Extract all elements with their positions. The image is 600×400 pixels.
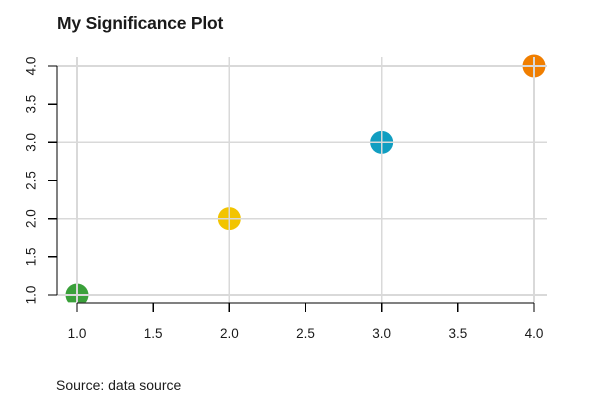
y-tick-label: 2.0	[24, 209, 39, 228]
y-tick-label: 3.0	[24, 133, 39, 152]
y-tick-label: 2.5	[24, 171, 39, 190]
grid-layer	[57, 57, 547, 303]
y-tick-label: 4.0	[24, 57, 39, 76]
x-tick-label: 3.5	[448, 326, 467, 341]
y-tick-label: 3.5	[24, 95, 39, 114]
x-tick-label: 4.0	[525, 326, 544, 341]
axes-layer	[48, 65, 535, 312]
chart-caption: Source: data source	[56, 377, 182, 393]
x-tick-label: 2.0	[220, 326, 239, 341]
x-tick-label: 2.5	[296, 326, 315, 341]
y-tick-label: 1.5	[24, 247, 39, 266]
y-tick-label: 1.0	[24, 286, 39, 305]
x-tick-label: 1.0	[68, 326, 87, 341]
x-tick-label: 1.5	[144, 326, 163, 341]
chart-title: My Significance Plot	[57, 13, 224, 33]
x-tick-label: 3.0	[372, 326, 391, 341]
data-points-layer	[65, 54, 546, 303]
tick-labels-layer: 1.0 1.5 2.0 2.5 3.0 3.5 4.0 1.0 1.5 2.0 2.5 3.0 3.5 4…	[24, 57, 544, 341]
